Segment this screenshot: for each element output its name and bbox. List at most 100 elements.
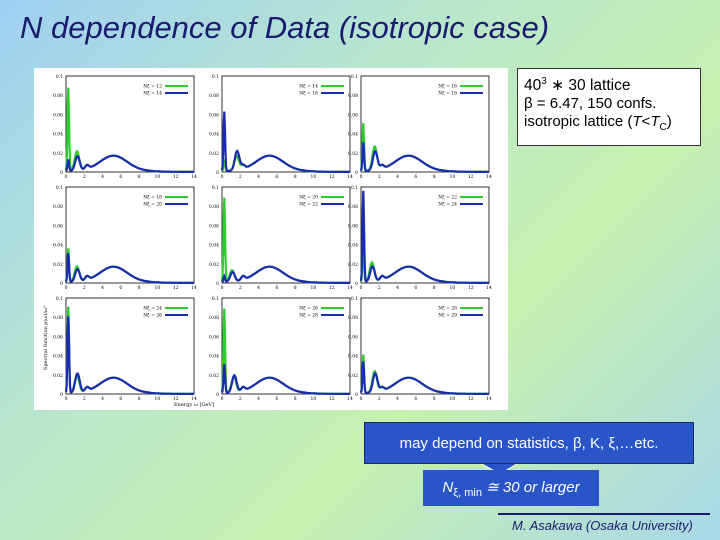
y-tick-label: 0.02 — [348, 151, 358, 157]
spectral-function-figure: 0.1 0.08 0.06 0.04 0.02 0 0 2 4 6 8 10 12 14 Nξ = 12 Nξ… — [34, 68, 508, 410]
panel-frame — [221, 297, 351, 395]
y-tick-label: 0.1 — [351, 74, 358, 80]
x-tick-label: 10 — [450, 174, 456, 180]
lattice-type: isotropic lattice (T<TC) — [524, 113, 672, 134]
x-tick-label: 12 — [173, 285, 179, 291]
y-tick-label: 0.08 — [53, 204, 63, 210]
y-tick-label: 0 — [355, 281, 358, 287]
footer-divider — [498, 513, 710, 515]
legend-label: Nξ = 28 — [438, 306, 457, 312]
panel-frame — [360, 75, 490, 173]
x-tick-label: 8 — [138, 396, 141, 402]
x-tick-label: 2 — [239, 285, 242, 291]
x-tick-label: 0 — [65, 174, 68, 180]
x-tick-label: 10 — [450, 396, 456, 402]
x-tick-label: 6 — [119, 285, 122, 291]
x-tick-label: 2 — [239, 174, 242, 180]
legend-label: Nξ = 24 — [438, 202, 457, 208]
x-tick-label: 2 — [83, 285, 86, 291]
panel-frame — [65, 186, 195, 284]
y-tick-label: 0.08 — [348, 315, 358, 321]
x-tick-label: 14 — [347, 285, 353, 291]
y-tick-label: 0 — [216, 170, 219, 176]
statistics-note: may depend on statistics, β, K, ξ,…etc. — [364, 422, 694, 464]
x-tick-label: 14 — [191, 396, 197, 402]
x-tick-label: 12 — [173, 174, 179, 180]
y-tick-label: 0.1 — [56, 74, 63, 80]
series-b-line — [221, 265, 350, 284]
y-tick-label: 0.02 — [209, 373, 219, 379]
y-tick-label: 0.08 — [209, 315, 219, 321]
x-tick-label: 12 — [468, 174, 474, 180]
legend-label: Nξ = 28 — [299, 313, 318, 319]
y-tick-label: 0.02 — [209, 151, 219, 157]
x-tick-label: 8 — [294, 396, 297, 402]
x-tick-label: 10 — [155, 174, 161, 180]
x-tick-label: 4 — [257, 174, 260, 180]
x-tick-label: 2 — [378, 174, 381, 180]
legend-label: Nξ = 14 — [299, 84, 318, 90]
y-tick-label: 0.08 — [209, 93, 219, 99]
author-footer: M. Asakawa (Osaka University) — [512, 518, 693, 533]
x-tick-label: 4 — [101, 396, 104, 402]
x-tick-label: 0 — [360, 174, 363, 180]
y-tick-label: 0.04 — [209, 132, 219, 138]
series-b-line — [220, 111, 350, 174]
lattice-size: 403 ∗ 30 lattice — [524, 76, 631, 95]
x-tick-label: 10 — [311, 396, 317, 402]
lattice-info-box: 403 ∗ 30 lattice β = 6.47, 150 confs. is… — [517, 68, 701, 146]
x-tick-label: 6 — [275, 396, 278, 402]
y-tick-label: 0.08 — [53, 315, 63, 321]
x-tick-label: 14 — [191, 285, 197, 291]
x-tick-label: 10 — [155, 285, 161, 291]
y-tick-label: 0.02 — [348, 373, 358, 379]
y-tick-label: 0.04 — [209, 354, 219, 360]
y-tick-label: 0 — [355, 392, 358, 398]
y-tick-label: 0.06 — [53, 223, 63, 229]
y-tick-label: 0.1 — [56, 296, 63, 302]
x-tick-label: 0 — [360, 285, 363, 291]
x-tick-label: 4 — [396, 285, 399, 291]
legend-label: Nξ = 26 — [143, 313, 162, 319]
x-tick-label: 0 — [65, 396, 68, 402]
x-tick-label: 6 — [119, 396, 122, 402]
x-tick-label: 0 — [65, 285, 68, 291]
x-tick-label: 6 — [414, 174, 417, 180]
legend-label: Nξ = 16 — [438, 84, 457, 90]
x-tick-label: 4 — [257, 285, 260, 291]
legend-label: Nξ = 22 — [299, 202, 318, 208]
x-tick-label: 8 — [294, 174, 297, 180]
panel-frame — [221, 186, 351, 284]
x-tick-label: 0 — [221, 396, 224, 402]
y-tick-label: 0.04 — [53, 132, 63, 138]
y-tick-label: 0.1 — [351, 296, 358, 302]
x-tick-label: 14 — [486, 285, 492, 291]
x-tick-label: 6 — [275, 285, 278, 291]
x-tick-label: 8 — [294, 285, 297, 291]
y-tick-label: 0.02 — [209, 262, 219, 268]
legend-label: Nξ = 12 — [143, 84, 162, 90]
y-tick-label: 0.06 — [53, 334, 63, 340]
legend-label: Nξ = 14 — [143, 91, 162, 97]
x-tick-label: 14 — [486, 396, 492, 402]
series-b-line — [64, 316, 194, 395]
y-tick-label: 0 — [216, 281, 219, 287]
legend-label: Nξ = 26 — [299, 306, 318, 312]
x-tick-label: 14 — [347, 396, 353, 402]
y-tick-label: 0 — [60, 281, 63, 287]
y-tick-label: 0.02 — [53, 262, 63, 268]
x-tick-label: 8 — [433, 174, 436, 180]
x-tick-label: 2 — [378, 285, 381, 291]
y-tick-label: 0.1 — [212, 185, 219, 191]
y-tick-label: 0.02 — [53, 151, 63, 157]
y-tick-label: 0.04 — [348, 354, 358, 360]
x-tick-label: 6 — [119, 174, 122, 180]
series-b-line — [65, 154, 194, 174]
y-tick-label: 0.1 — [351, 185, 358, 191]
x-tick-label: 4 — [396, 174, 399, 180]
x-tick-label: 10 — [450, 285, 456, 291]
y-tick-label: 0.06 — [348, 334, 358, 340]
panel-frame — [65, 297, 195, 395]
legend-label: Nξ = 18 — [438, 91, 457, 97]
